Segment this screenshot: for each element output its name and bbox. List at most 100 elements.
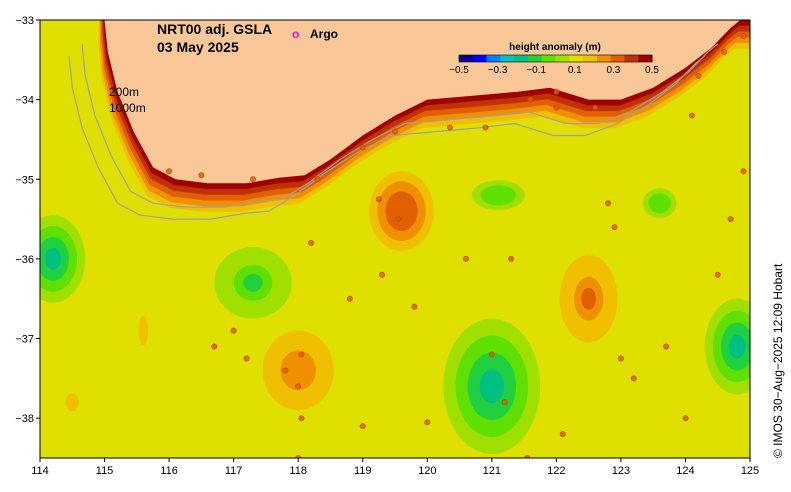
colorbar-ticks: −0.5 −0.3 −0.1 0.1 0.3 0.5 [449, 65, 659, 76]
eddy-9-level-4 [654, 198, 666, 209]
argo-float [462, 255, 469, 262]
argo-float [714, 271, 721, 278]
y-tick-label: −33 [15, 15, 34, 27]
argo-float [553, 104, 560, 111]
argo-float [721, 48, 728, 55]
argo-float [727, 216, 734, 223]
argo-float [395, 216, 402, 223]
argo-float [592, 104, 599, 111]
argo-float [166, 168, 173, 175]
argo-float [446, 124, 453, 131]
argo-float [359, 144, 366, 151]
title-line-2: 03 May 2025 [157, 39, 239, 55]
y-tick-label: −37 [15, 334, 34, 346]
argo-float [359, 423, 366, 430]
argo-float [553, 88, 560, 95]
y-tick-label: −36 [15, 254, 34, 266]
y-tick-label: −34 [15, 95, 34, 107]
isobath-label-200m: 200m [109, 85, 139, 99]
colorbar-tick-label: 0.3 [606, 65, 620, 76]
argo-float [482, 124, 489, 131]
x-tick-label: 119 [354, 465, 372, 477]
isobath-label-1000m: 1000m [109, 101, 146, 115]
isobath-200m [81, 43, 719, 208]
colorbar-tick-label: −0.5 [449, 65, 469, 76]
argo-float [375, 196, 382, 203]
colorbar-swatch [624, 55, 639, 62]
argo-float [424, 419, 431, 426]
x-tick-label: 118 [289, 465, 307, 477]
anomaly-field [40, 171, 750, 454]
eddy-10-level-4 [729, 334, 746, 359]
argo-marker-icon: o [292, 27, 299, 41]
argo-float [379, 271, 386, 278]
eddy-1-level-4 [44, 247, 62, 270]
eddy-8-level-4 [581, 287, 596, 310]
argo-float [740, 168, 747, 175]
x-tick-label: 117 [225, 465, 243, 477]
argo-float [501, 399, 508, 406]
argo-float [605, 200, 612, 207]
argo-float [243, 355, 250, 362]
imos-credit: © IMOS 30−Aug−2025 12:09 Hobart [771, 263, 785, 458]
eddy-2-level-4 [243, 273, 263, 292]
argo-float [298, 415, 305, 422]
eddy-5-level-4 [393, 201, 410, 222]
argo-float [695, 72, 702, 79]
colorbar-swatch [638, 55, 653, 62]
colorbar-border [458, 54, 653, 63]
argo-float [230, 327, 237, 334]
colorbar-swatch [610, 55, 625, 62]
colorbar-swatch [555, 55, 570, 62]
argo-floats [166, 32, 747, 458]
colorbar-swatches [458, 54, 653, 63]
argo-float [527, 96, 534, 103]
argo-label: Argo [310, 27, 338, 41]
colorbar: height anomaly (m) −0.5 −0.3 −0.1 0.1 0.3 0.5 [449, 42, 659, 76]
y-tick-label: −38 [15, 413, 34, 425]
argo-float [346, 295, 353, 302]
colorbar-swatch [500, 55, 515, 62]
colorbar-swatch [541, 55, 556, 62]
argo-float [314, 176, 321, 183]
colorbar-swatch [527, 55, 543, 62]
x-tick-label: 116 [160, 465, 178, 477]
argo-float [308, 239, 315, 246]
x-axis: 114 115 116 117 118 119 120 121 122 123 124 125 [31, 458, 759, 477]
colorbar-tick-label: 0.1 [568, 65, 582, 76]
argo-float [630, 375, 637, 382]
x-tick-label: 120 [418, 465, 436, 477]
eddy-7-level-4 [489, 190, 508, 201]
argo-float [411, 303, 418, 310]
plot-frame [39, 19, 751, 459]
colorbar-tick-label: 0.5 [645, 65, 659, 76]
argo-float [611, 224, 618, 231]
colorbar-swatch [472, 55, 488, 62]
eddy-4-level-4 [65, 393, 79, 412]
argo-float [688, 112, 695, 119]
argo-float [508, 255, 515, 262]
argo-float [282, 367, 289, 374]
x-tick-label: 122 [547, 465, 565, 477]
x-tick-label: 121 [483, 465, 501, 477]
map-title: NRT00 adj. GSLA 03 May 2025 [157, 21, 272, 55]
colorbar-swatch [596, 55, 612, 62]
argo-float [295, 383, 302, 390]
x-tick-label: 125 [741, 465, 759, 477]
y-axis: −33 −34 −35 −36 −37 −38 [15, 15, 40, 425]
argo-float [198, 172, 205, 179]
eddy-11-level-4 [141, 325, 145, 336]
colorbar-swatch [486, 55, 501, 62]
argo-float [391, 128, 398, 135]
isobath-1000m [68, 55, 706, 220]
eddy-3-level-4 [289, 360, 308, 381]
argo-legend: o Argo [292, 27, 338, 41]
colorbar-swatch [459, 55, 474, 62]
colorbar-swatch [514, 55, 529, 62]
colorbar-swatch [583, 55, 598, 62]
argo-float [740, 32, 747, 39]
x-tick-label: 123 [612, 465, 630, 477]
argo-float [682, 415, 689, 422]
title-line-1: NRT00 adj. GSLA [157, 21, 272, 37]
argo-float [249, 176, 256, 183]
